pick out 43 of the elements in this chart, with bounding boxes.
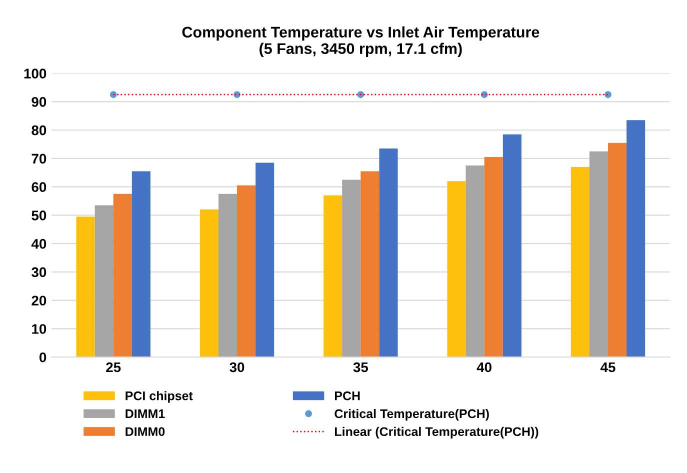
bar: [113, 194, 132, 358]
bar: [132, 171, 150, 358]
bar: [360, 171, 380, 358]
y-tick-label: 20: [32, 296, 46, 306]
bar: [570, 166, 590, 358]
bar: [466, 166, 484, 358]
legend-label: Critical Temperature(PCH): [334, 408, 489, 421]
bar: [218, 194, 238, 358]
bar: [200, 210, 218, 358]
x-tick-label: 45: [600, 362, 616, 372]
bar: [237, 185, 256, 358]
legend-label: PCI chipset: [126, 391, 193, 403]
bar: [608, 142, 627, 358]
bar: [447, 181, 466, 358]
y-tick-label: 90: [32, 97, 46, 107]
bar: [589, 151, 608, 358]
y-tick-label: 0: [39, 352, 46, 362]
bar: [626, 120, 646, 358]
y-tick-label: 100: [24, 68, 46, 78]
legend-label: PCH: [335, 391, 360, 400]
chart-title: Component Temperature vs Inlet Air Temperature (5 Fans, 3450 rpm, 17.1 cfm): [182, 26, 540, 58]
bar: [94, 205, 114, 358]
y-tick-label: 70: [32, 154, 46, 164]
legend-label: DIMM1: [126, 409, 165, 418]
bar: [484, 157, 503, 358]
bar: [256, 162, 274, 358]
y-tick-label: 40: [31, 238, 46, 249]
legend-label: DIMM0: [126, 427, 165, 436]
y-tick-label: 50: [32, 210, 46, 220]
x-tick-label: 35: [353, 362, 368, 372]
legend-label: Linear (Critical Temperature(PCH)): [335, 426, 538, 439]
bar: [324, 195, 342, 358]
x-tick-label: 25: [106, 362, 121, 372]
y-tick-label: 80: [32, 125, 46, 136]
bar: [342, 180, 361, 358]
y-tick-label: 10: [32, 324, 46, 334]
x-tick-label: 40: [476, 362, 492, 372]
y-tick-label: 30: [32, 267, 46, 278]
bar: [379, 148, 398, 358]
bar: [502, 134, 522, 358]
y-tick-label: 60: [32, 182, 46, 192]
bar: [76, 216, 95, 358]
x-tick-label: 30: [230, 362, 244, 372]
